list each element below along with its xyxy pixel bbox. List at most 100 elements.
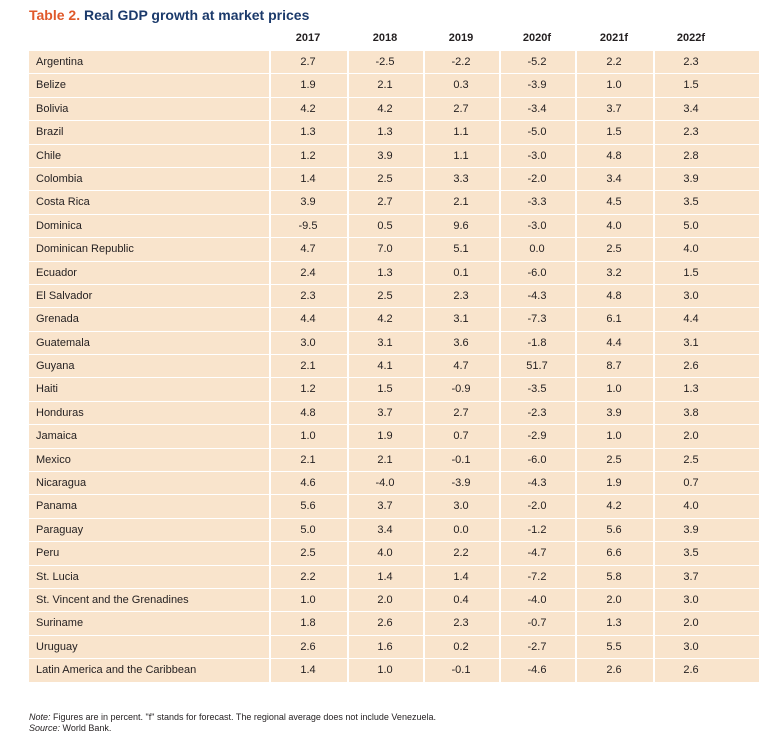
table-cell: 3.1 bbox=[377, 336, 393, 349]
table-cell: 1.9 bbox=[300, 79, 316, 92]
table-number: Table 2. bbox=[29, 7, 81, 23]
row-label: Honduras bbox=[36, 406, 84, 419]
table-cell: 4.7 bbox=[300, 243, 316, 256]
row-label: Suriname bbox=[36, 617, 84, 630]
row-label: El Salvador bbox=[36, 289, 93, 302]
table-cell: 4.4 bbox=[606, 336, 622, 349]
table-cell: 5.0 bbox=[683, 219, 699, 232]
row-label: Argentina bbox=[36, 56, 84, 68]
table-header-row: 2017 2018 2019 2020f 2021f 2022f bbox=[29, 28, 759, 50]
table-cell: 3.1 bbox=[453, 313, 469, 326]
table-row: Chile 1.2 3.9 1.1 -3.0 4.8 2.8 bbox=[29, 144, 759, 168]
table-cell: 0.7 bbox=[453, 430, 469, 443]
table-cell: 3.5 bbox=[683, 196, 699, 209]
table-cell: 3.4 bbox=[606, 172, 622, 185]
table-cell: -1.2 bbox=[527, 523, 547, 536]
table-cell: 2.6 bbox=[377, 617, 393, 630]
table-cell: 1.4 bbox=[453, 570, 469, 583]
table-cell: 1.2 bbox=[300, 149, 316, 162]
row-label: Panama bbox=[36, 500, 77, 513]
table-row: Ecuador 2.4 1.3 0.1 -6.0 3.2 1.5 bbox=[29, 261, 759, 285]
table-cell: 2.5 bbox=[683, 453, 699, 466]
table-cell: 3.9 bbox=[683, 172, 699, 185]
table-cell: 1.3 bbox=[377, 126, 393, 139]
table-cell: 2.7 bbox=[377, 196, 393, 209]
table-cell: 5.5 bbox=[606, 640, 622, 653]
table-cell: 3.3 bbox=[453, 172, 469, 185]
table-cell: 2.2 bbox=[606, 56, 622, 68]
table-cell: -4.0 bbox=[375, 477, 395, 490]
table-cell: 3.7 bbox=[606, 102, 622, 115]
table-cell: 4.0 bbox=[606, 219, 622, 232]
table-cell: -7.2 bbox=[527, 570, 547, 583]
table-row: Dominica -9.5 0.5 9.6 -3.0 4.0 5.0 bbox=[29, 214, 759, 239]
table-cell: -4.3 bbox=[527, 477, 547, 490]
table-cell: 6.6 bbox=[606, 547, 622, 560]
table-cell: 2.5 bbox=[377, 289, 393, 302]
table-cell: 0.5 bbox=[377, 219, 393, 232]
table-cell: 7.0 bbox=[377, 243, 393, 256]
table-row: Dominican Republic 4.7 7.0 5.1 0.0 2.5 4.0 bbox=[29, 238, 759, 262]
table-cell: 3.0 bbox=[683, 289, 699, 302]
column-divider bbox=[347, 51, 349, 683]
table-cell: -5.2 bbox=[527, 56, 547, 68]
table-cell: 3.2 bbox=[606, 266, 622, 279]
table-cell: 0.1 bbox=[453, 266, 469, 279]
table-cell: 2.2 bbox=[453, 547, 469, 560]
table-cell: 1.5 bbox=[683, 266, 699, 279]
column-divider bbox=[653, 51, 655, 683]
table-cell: -1.8 bbox=[527, 336, 547, 349]
table-cell: 3.0 bbox=[683, 640, 699, 653]
row-label: Paraguay bbox=[36, 523, 84, 536]
table-cell: 1.0 bbox=[606, 430, 622, 443]
table-row: Panama 5.6 3.7 3.0 -2.0 4.2 4.0 bbox=[29, 495, 759, 519]
table-cell: -0.1 bbox=[451, 664, 471, 677]
table-cell: 5.6 bbox=[606, 523, 622, 536]
table-row: Costa Rica 3.9 2.7 2.1 -3.3 4.5 3.5 bbox=[29, 191, 759, 215]
table-cell: -3.5 bbox=[527, 383, 547, 396]
table-cell: 2.2 bbox=[300, 570, 316, 583]
table-cell: 1.3 bbox=[377, 266, 393, 279]
table-row: Brazil 1.3 1.3 1.1 -5.0 1.5 2.3 bbox=[29, 121, 759, 145]
table-cell: 1.4 bbox=[300, 664, 316, 677]
table-cell: 5.0 bbox=[300, 523, 316, 536]
table-cell: -9.5 bbox=[298, 219, 318, 232]
table-cell: 1.5 bbox=[683, 79, 699, 92]
table-cell: 3.5 bbox=[683, 547, 699, 560]
table-cell: 4.2 bbox=[377, 102, 393, 115]
table-cell: 0.0 bbox=[453, 523, 469, 536]
table-cell: -3.0 bbox=[527, 219, 547, 232]
table-cell: 2.0 bbox=[683, 617, 699, 630]
table-cell: -0.9 bbox=[451, 383, 471, 396]
row-label: Belize bbox=[36, 79, 66, 92]
row-label: Colombia bbox=[36, 172, 83, 185]
table-cell: 51.7 bbox=[526, 360, 548, 373]
table-cell: 2.8 bbox=[683, 149, 699, 162]
table-cell: 3.4 bbox=[683, 102, 699, 115]
table-cell: 3.7 bbox=[377, 500, 393, 513]
table-cell: 3.4 bbox=[377, 523, 393, 536]
column-header: 2019 bbox=[448, 32, 474, 44]
table-cell: 3.9 bbox=[683, 523, 699, 536]
source-line: Source: World Bank. bbox=[29, 723, 112, 733]
table-cell: 4.2 bbox=[300, 102, 316, 115]
column-header: 2022f bbox=[676, 32, 706, 44]
row-label: Guyana bbox=[36, 360, 75, 373]
table-cell: 1.1 bbox=[453, 149, 469, 162]
table-cell: 0.4 bbox=[453, 593, 469, 606]
note-line: Note: Figures are in percent. "f" stands… bbox=[29, 712, 436, 722]
column-divider bbox=[423, 51, 425, 683]
table-cell: 8.7 bbox=[606, 360, 622, 373]
table-cell: 2.1 bbox=[300, 360, 316, 373]
table-cell: -2.2 bbox=[451, 56, 471, 68]
table-cell: 2.1 bbox=[300, 453, 316, 466]
row-label: Dominica bbox=[36, 219, 82, 232]
table-cell: 3.7 bbox=[377, 406, 393, 419]
table-cell: 5.1 bbox=[453, 243, 469, 256]
table-cell: 6.1 bbox=[606, 313, 622, 326]
table-cell: -4.0 bbox=[527, 593, 547, 606]
table-cell: 2.5 bbox=[606, 243, 622, 256]
table-cell: 1.6 bbox=[377, 640, 393, 653]
table-cell: 3.1 bbox=[683, 336, 699, 349]
table-cell: 4.2 bbox=[606, 500, 622, 513]
